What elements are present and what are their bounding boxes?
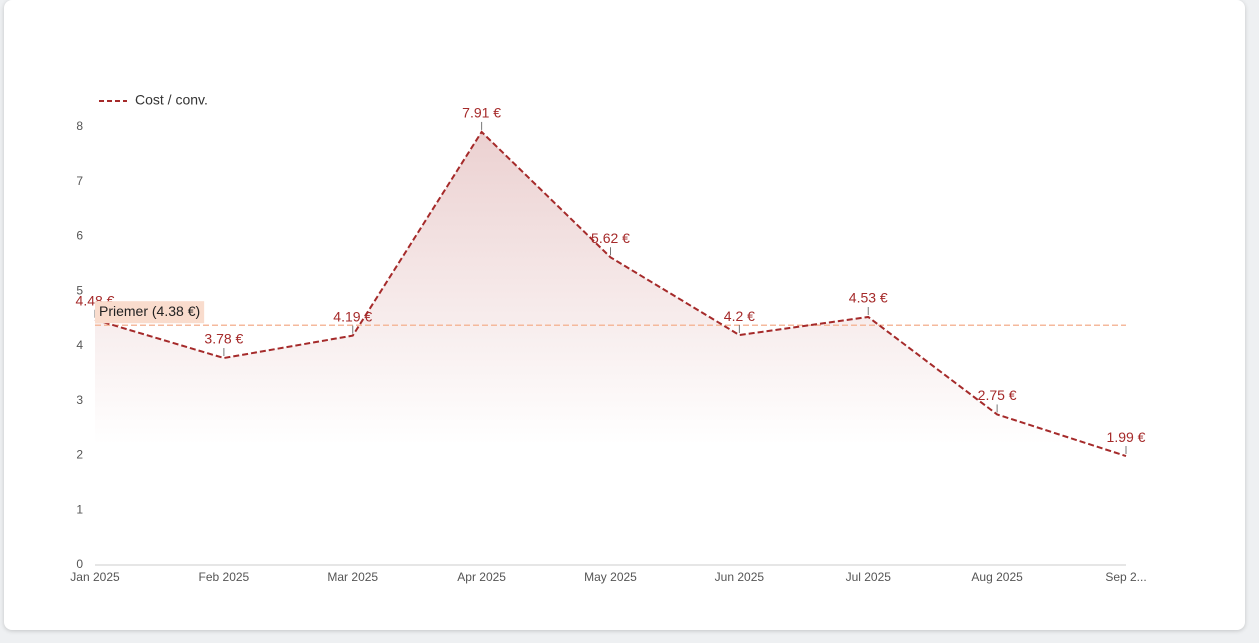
y-tick-label: 1: [76, 502, 83, 516]
y-tick-label: 4: [76, 338, 83, 352]
x-tick-label: Jul 2025: [846, 570, 892, 584]
x-tick-label: Jan 2025: [70, 570, 120, 584]
x-tick-label: Feb 2025: [199, 570, 250, 584]
average-label-bg: [95, 301, 205, 324]
average-label: Priemer (4.38 €): [99, 303, 200, 319]
value-label: 4.2 €: [724, 308, 755, 324]
value-label: 4.19 €: [333, 308, 372, 324]
y-tick-label: 5: [76, 283, 83, 297]
value-label: 4.53 €: [849, 290, 888, 306]
x-tick-label: Mar 2025: [327, 570, 378, 584]
value-label: 2.75 €: [978, 387, 1017, 403]
line: [94, 130, 1127, 457]
value-label: 7.91 €: [462, 105, 501, 121]
x-tick-label: Aug 2025: [971, 570, 1023, 584]
y-tick-label: 0: [76, 557, 83, 571]
y-tick-label: 7: [76, 174, 83, 188]
x-tick-label: Jun 2025: [715, 570, 765, 584]
area: [95, 131, 1126, 566]
y-tick-label: 8: [76, 119, 83, 133]
x-tick-label: Apr 2025: [457, 570, 506, 584]
value-label: 3.78 €: [204, 331, 243, 347]
y-tick-label: 6: [76, 229, 83, 243]
y-tick-label: 3: [76, 393, 83, 407]
value-label: 1.99 €: [1107, 429, 1146, 445]
legend-label: Cost / conv.: [135, 92, 208, 108]
x-tick-label: Sep 2...: [1105, 570, 1146, 584]
x-tick-label: May 2025: [584, 570, 637, 584]
value-label: 5.62 €: [591, 230, 630, 246]
y-tick-label: 2: [76, 448, 83, 462]
